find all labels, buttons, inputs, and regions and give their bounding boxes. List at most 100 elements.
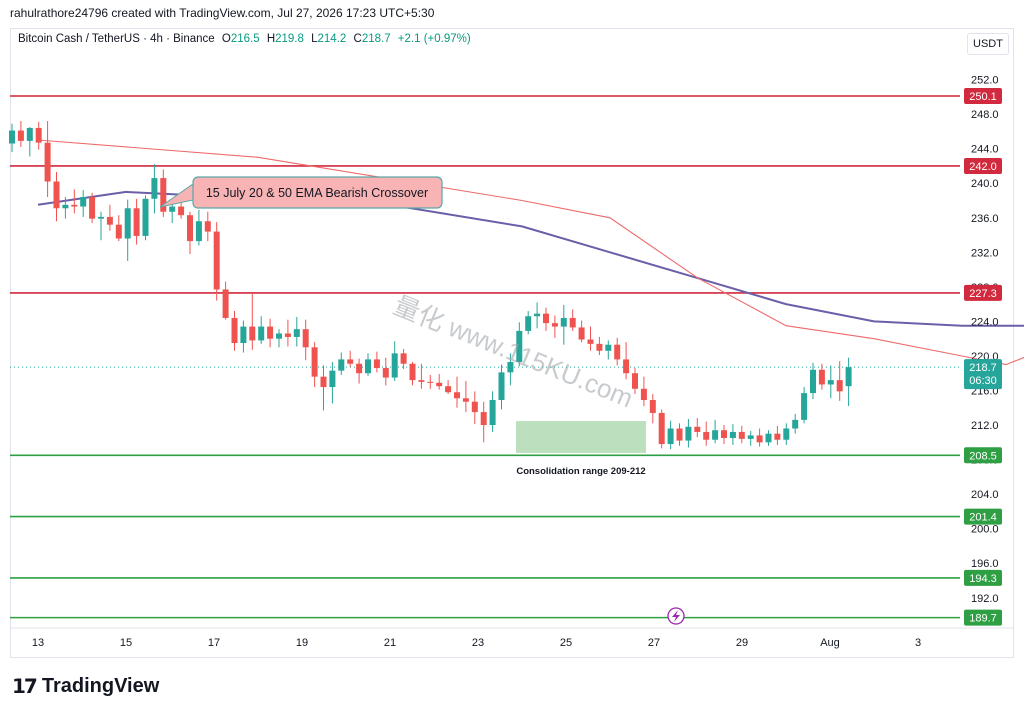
candle-body[interactable] — [373, 359, 380, 369]
candle-body[interactable] — [267, 326, 274, 339]
candle-body[interactable] — [382, 368, 389, 378]
candle-body[interactable] — [213, 231, 220, 290]
candle-body[interactable] — [178, 206, 185, 216]
candle-body[interactable] — [62, 204, 69, 209]
candle-body[interactable] — [685, 426, 692, 441]
candle-body[interactable] — [543, 313, 549, 324]
candle-body[interactable] — [462, 398, 469, 402]
candle-body[interactable] — [614, 344, 621, 360]
candle-body[interactable] — [44, 142, 51, 182]
candle-body[interactable] — [721, 430, 727, 438]
candle-body[interactable] — [258, 326, 265, 341]
ema20-line[interactable] — [37, 139, 1024, 423]
candle-body[interactable] — [756, 435, 763, 443]
candle-body[interactable] — [738, 431, 745, 439]
candle-body[interactable] — [836, 380, 843, 392]
candle-body[interactable] — [222, 289, 229, 318]
candle-body[interactable] — [480, 412, 487, 426]
candle-body[interactable] — [142, 198, 149, 236]
candle-body[interactable] — [249, 326, 256, 341]
candle-body[interactable] — [498, 372, 505, 400]
candle-body[interactable] — [133, 208, 140, 236]
candle-body[interactable] — [587, 339, 594, 344]
candle-body[interactable] — [347, 359, 354, 364]
callout-box[interactable] — [192, 176, 443, 209]
candle-body[interactable] — [115, 224, 122, 239]
candle-body[interactable] — [391, 353, 398, 378]
candle-body[interactable] — [400, 353, 407, 364]
candle-body[interactable] — [356, 363, 363, 374]
symbol-legend[interactable]: Bitcoin Cash / TetherUS · 4h · Binance O… — [18, 33, 475, 45]
candle-body[interactable] — [26, 127, 33, 141]
candle-body[interactable] — [338, 359, 345, 371]
candle-body[interactable] — [71, 204, 78, 207]
candle-body[interactable] — [569, 317, 576, 328]
candle-body[interactable] — [551, 323, 558, 327]
candle-body[interactable] — [507, 362, 514, 373]
candle-body[interactable] — [632, 373, 638, 389]
candle-body[interactable] — [525, 316, 532, 331]
candle-body[interactable] — [827, 380, 834, 385]
ema50-line[interactable] — [37, 190, 1024, 384]
candle-body[interactable] — [623, 359, 630, 374]
candle-body[interactable] — [845, 367, 852, 387]
candle-body[interactable] — [605, 344, 612, 351]
candle-body[interactable] — [195, 221, 202, 242]
candle-body[interactable] — [124, 208, 131, 239]
candle-body[interactable] — [427, 381, 434, 383]
candle-body[interactable] — [578, 327, 585, 340]
candle-body[interactable] — [729, 431, 736, 438]
candle-body[interactable] — [801, 393, 808, 420]
candle-body[interactable] — [418, 380, 425, 382]
candle-body[interactable] — [649, 400, 656, 413]
candle-body[interactable] — [311, 347, 318, 377]
candle-body[interactable] — [240, 326, 247, 343]
candle-body[interactable] — [17, 130, 24, 141]
candle-body[interactable] — [454, 392, 460, 399]
candle-body[interactable] — [596, 343, 603, 351]
candle-body[interactable] — [9, 130, 15, 144]
candle-body[interactable] — [276, 333, 282, 339]
candle-body[interactable] — [534, 313, 541, 317]
candle-body[interactable] — [320, 376, 327, 388]
candle-body[interactable] — [747, 435, 754, 439]
candle-body[interactable] — [489, 400, 496, 426]
candle-body[interactable] — [667, 428, 674, 445]
candle-body[interactable] — [231, 317, 238, 343]
currency-button[interactable]: USDT — [967, 33, 1009, 55]
candle-body[interactable] — [436, 382, 443, 387]
candle-body[interactable] — [516, 330, 523, 362]
candle-body[interactable] — [160, 178, 167, 212]
candle-body[interactable] — [302, 329, 309, 348]
candle-body[interactable] — [169, 206, 176, 212]
candle-body[interactable] — [329, 370, 336, 388]
candle-body[interactable] — [35, 127, 42, 143]
candle-body[interactable] — [818, 369, 825, 385]
candle-body[interactable] — [810, 369, 816, 394]
candle-body[interactable] — [409, 363, 416, 381]
candle-body[interactable] — [703, 431, 710, 440]
candle-body[interactable] — [187, 215, 193, 242]
candle-body[interactable] — [98, 216, 104, 219]
candle-body[interactable] — [106, 216, 113, 225]
candle-body[interactable] — [365, 359, 371, 374]
candle-body[interactable] — [560, 317, 567, 327]
candle-body[interactable] — [792, 419, 799, 429]
candle-body[interactable] — [53, 181, 60, 209]
candle-body[interactable] — [471, 401, 478, 413]
candle-body[interactable] — [640, 388, 647, 400]
candle-body[interactable] — [293, 329, 300, 337]
candle-body[interactable] — [774, 433, 781, 440]
candle-body[interactable] — [284, 333, 291, 337]
candle-body[interactable] — [712, 430, 719, 440]
candle-body[interactable] — [80, 197, 87, 207]
candle-body[interactable] — [445, 386, 452, 393]
candle-body[interactable] — [783, 428, 790, 440]
candle-body[interactable] — [204, 221, 211, 232]
candle-body[interactable] — [765, 433, 772, 443]
candle-body[interactable] — [676, 428, 683, 441]
candle-body[interactable] — [89, 197, 96, 219]
consolidation-box[interactable] — [516, 421, 646, 453]
candle-body[interactable] — [658, 412, 665, 445]
